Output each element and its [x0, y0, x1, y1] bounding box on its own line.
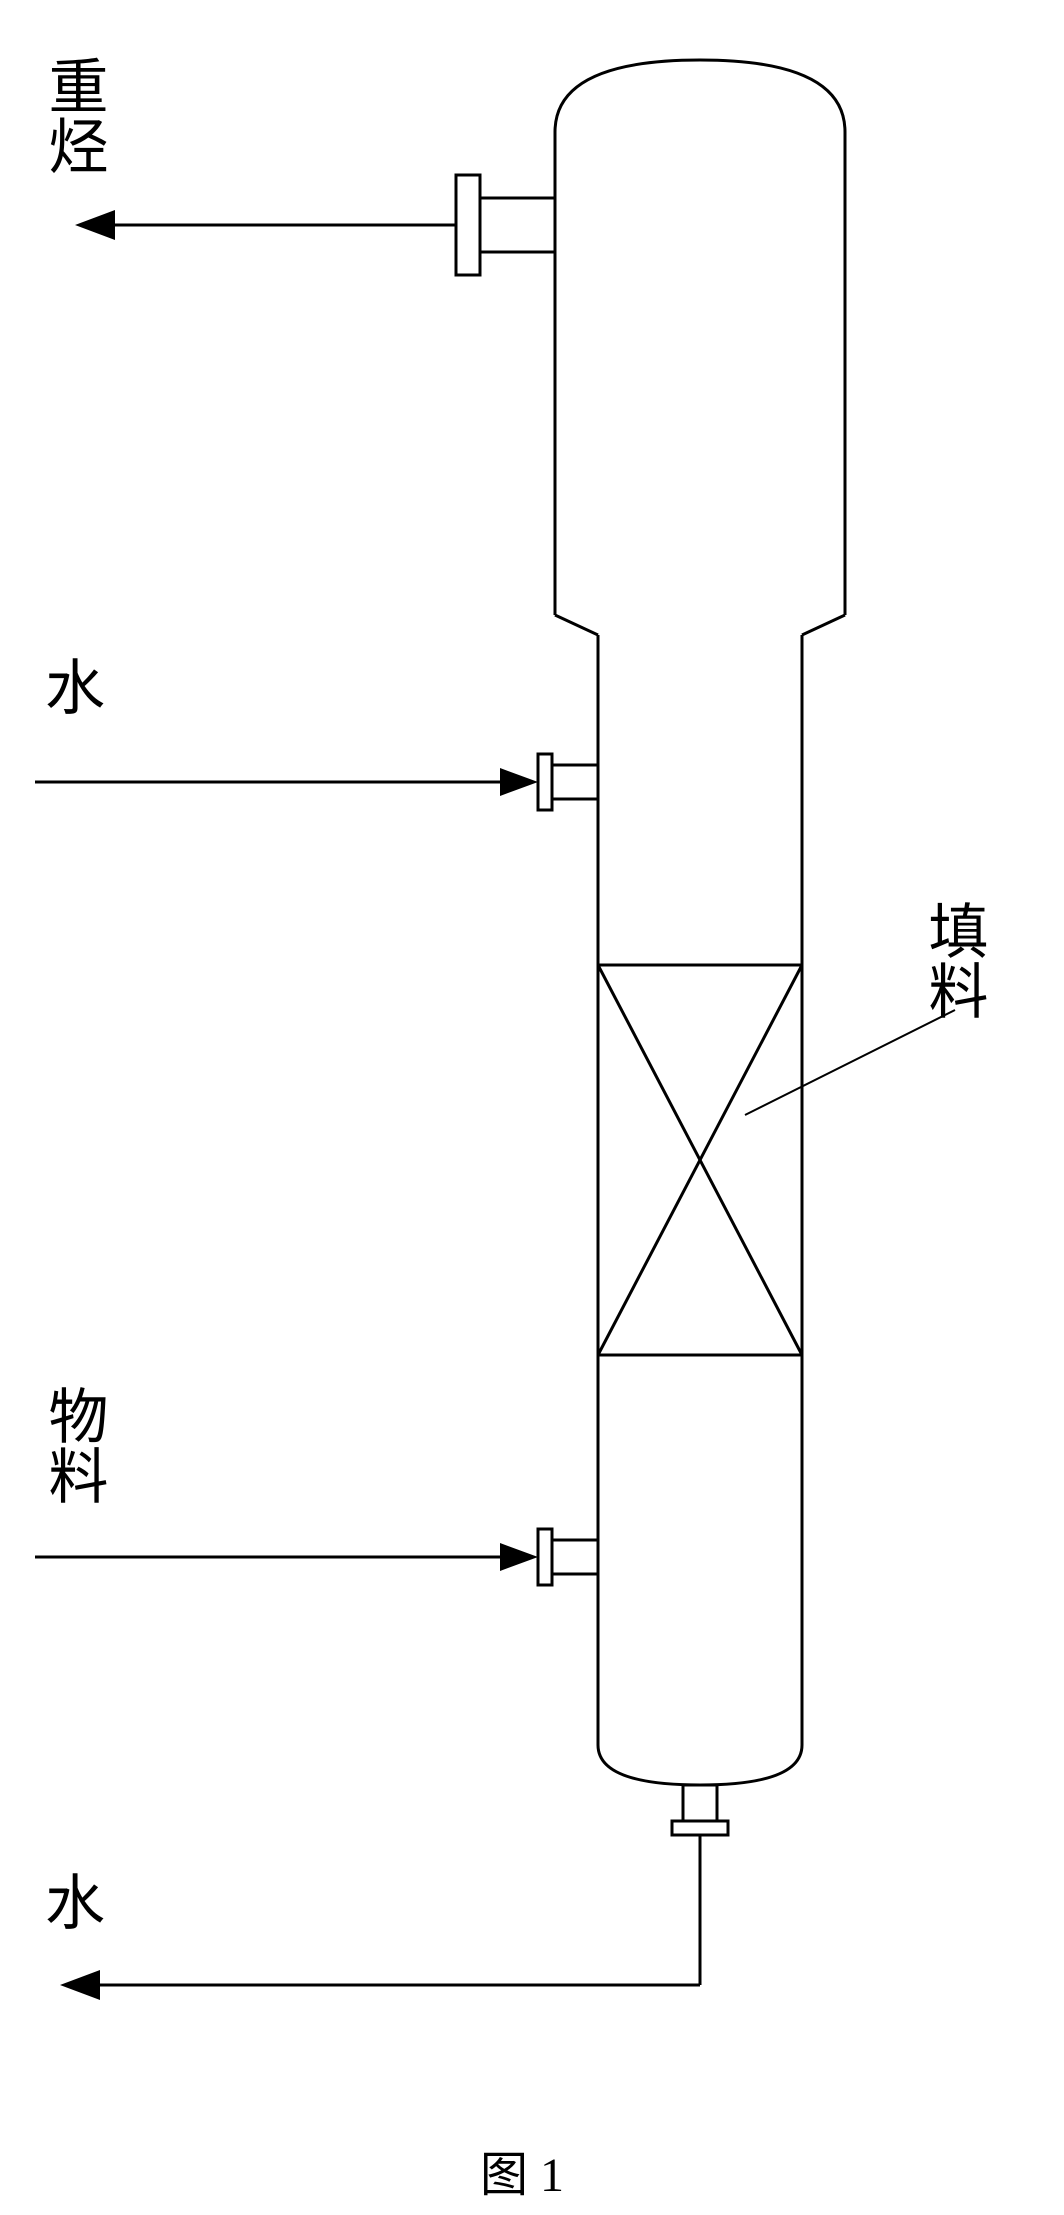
- nozzle-bottom-outlet: [672, 1785, 728, 1835]
- flow-water-in-arrow: [500, 768, 538, 796]
- packing-leader: [745, 1010, 955, 1115]
- label-water-in: 水: [45, 640, 105, 727]
- label-water-out: 水: [45, 1855, 105, 1942]
- vessel-top-dome: [555, 60, 845, 135]
- vessel-bottom-cap: [598, 1745, 802, 1785]
- nozzle-top-outlet: [456, 175, 555, 275]
- vessel-shoulder-left: [555, 615, 598, 635]
- flow-top-out-arrow: [75, 210, 115, 240]
- figure-caption: 图 1: [480, 2135, 564, 2205]
- label-packing: 填料: [910, 900, 997, 1020]
- flow-material-in-arrow: [500, 1543, 538, 1571]
- nozzle-material-inlet: [538, 1529, 598, 1585]
- flow-water-out-arrow: [60, 1970, 100, 2000]
- label-top-out: 重烃: [30, 55, 117, 175]
- process-diagram: [0, 0, 1064, 2100]
- label-material: 物料: [30, 1385, 117, 1505]
- vessel-shoulder-right: [802, 615, 845, 635]
- nozzle-water-inlet: [538, 754, 598, 810]
